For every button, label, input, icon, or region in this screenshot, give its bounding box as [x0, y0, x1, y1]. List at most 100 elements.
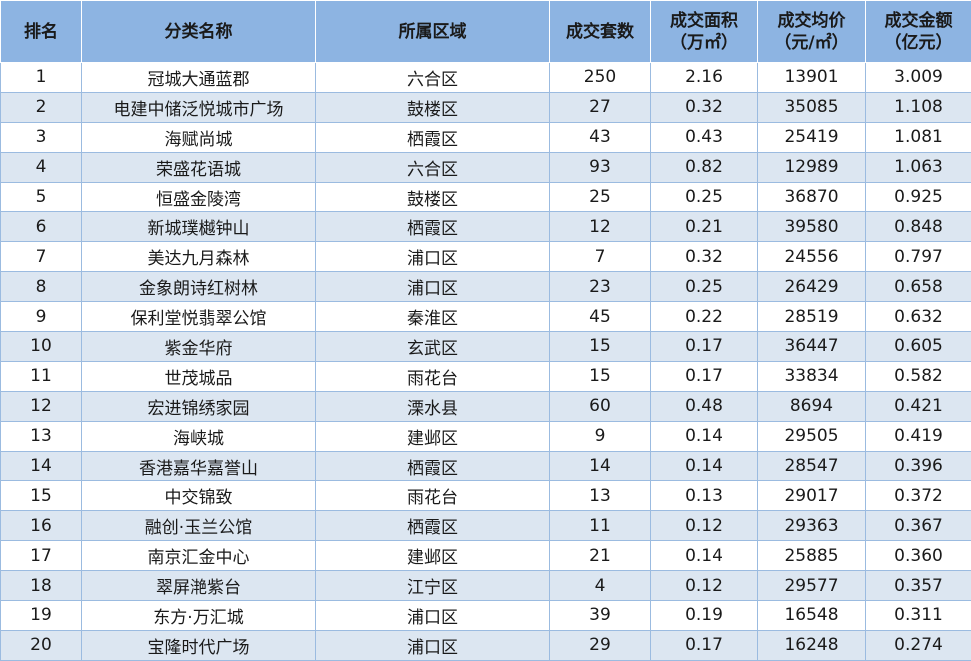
cell-name: 中交锦致: [81, 480, 316, 512]
table-row: 16 融创·玉兰公馆 栖霞区 11 0.12 29363 0.367: [0, 510, 971, 542]
cell-price: 24556: [757, 241, 866, 273]
table-row: 7 美达九月森林 浦口区 7 0.32 24556 0.797: [0, 241, 971, 273]
cell-area: 0.14: [650, 450, 758, 482]
cell-units: 15: [549, 360, 651, 392]
cell-rank: 2: [0, 91, 82, 123]
header-price-unit: （元/㎡）: [774, 32, 849, 53]
cell-price: 25885: [757, 540, 866, 572]
cell-price: 29577: [757, 570, 866, 602]
cell-name: 美达九月森林: [81, 241, 316, 273]
cell-units: 11: [549, 510, 651, 542]
cell-units: 15: [549, 331, 651, 362]
cell-area: 0.12: [650, 510, 758, 542]
cell-units: 9: [549, 420, 651, 452]
cell-amount: 0.396: [865, 450, 971, 482]
cell-name: 香港嘉华嘉誉山: [81, 450, 316, 482]
cell-district: 鼓楼区: [315, 91, 550, 123]
cell-units: 23: [549, 271, 651, 303]
cell-name: 世茂城品: [81, 360, 316, 392]
cell-district: 栖霞区: [315, 510, 550, 542]
header-amount-unit: （亿元）: [884, 32, 953, 53]
table-row: 11 世茂城品 雨花台 15 0.17 33834 0.582: [0, 360, 971, 392]
table-row: 20 宝隆时代广场 浦口区 29 0.17 16248 0.274: [0, 629, 971, 661]
header-amount-title: 成交金额: [884, 10, 953, 31]
cell-district: 栖霞区: [315, 211, 550, 243]
cell-district: 江宁区: [315, 570, 550, 602]
header-area-title: 成交面积: [670, 10, 738, 31]
cell-price: 16548: [757, 600, 866, 631]
cell-rank: 12: [0, 390, 82, 422]
cell-rank: 14: [0, 450, 82, 482]
cell-area: 0.43: [650, 121, 758, 153]
cell-units: 4: [549, 570, 651, 602]
cell-price: 8694: [757, 390, 866, 422]
cell-price: 29017: [757, 480, 866, 512]
cell-name: 紫金华府: [81, 331, 316, 362]
cell-area: 0.14: [650, 540, 758, 572]
cell-price: 29363: [757, 510, 866, 542]
cell-units: 14: [549, 450, 651, 482]
cell-price: 13901: [757, 62, 866, 93]
cell-rank: 3: [0, 121, 82, 153]
cell-amount: 0.632: [865, 301, 971, 333]
cell-name: 翠屏滟紫台: [81, 570, 316, 602]
cell-price: 36447: [757, 331, 866, 362]
cell-units: 7: [549, 241, 651, 273]
cell-district: 建邺区: [315, 420, 550, 452]
cell-amount: 0.925: [865, 181, 971, 213]
cell-amount: 0.357: [865, 570, 971, 602]
table-row: 8 金象朗诗红树林 浦口区 23 0.25 26429 0.658: [0, 271, 971, 303]
cell-district: 六合区: [315, 62, 550, 93]
cell-name: 保利堂悦翡翠公馆: [81, 301, 316, 333]
cell-price: 33834: [757, 360, 866, 392]
cell-amount: 0.848: [865, 211, 971, 243]
cell-name: 海赋尚城: [81, 121, 316, 153]
cell-area: 0.82: [650, 151, 758, 183]
cell-rank: 1: [0, 62, 82, 93]
cell-amount: 0.419: [865, 420, 971, 452]
cell-units: 93: [549, 151, 651, 183]
header-rank: 排名: [0, 0, 82, 63]
cell-name: 东方·万汇城: [81, 600, 316, 631]
cell-price: 28519: [757, 301, 866, 333]
cell-amount: 0.658: [865, 271, 971, 303]
cell-name: 南京汇金中心: [81, 540, 316, 572]
cell-units: 250: [549, 62, 651, 93]
cell-price: 35085: [757, 91, 866, 123]
cell-amount: 0.367: [865, 510, 971, 542]
table-row: 15 中交锦致 雨花台 13 0.13 29017 0.372: [0, 480, 971, 512]
cell-units: 27: [549, 91, 651, 123]
cell-units: 60: [549, 390, 651, 422]
cell-price: 26429: [757, 271, 866, 303]
table-row: 9 保利堂悦翡翠公馆 秦淮区 45 0.22 28519 0.632: [0, 301, 971, 333]
cell-name: 冠城大通蓝郡: [81, 62, 316, 93]
cell-area: 0.32: [650, 241, 758, 273]
cell-rank: 15: [0, 480, 82, 512]
table-row: 10 紫金华府 玄武区 15 0.17 36447 0.605: [0, 331, 971, 362]
cell-units: 29: [549, 629, 651, 661]
cell-amount: 1.081: [865, 121, 971, 153]
cell-area: 0.12: [650, 570, 758, 602]
cell-area: 0.25: [650, 181, 758, 213]
cell-rank: 7: [0, 241, 82, 273]
cell-name: 宝隆时代广场: [81, 629, 316, 661]
cell-district: 浦口区: [315, 271, 550, 303]
cell-area: 0.48: [650, 390, 758, 422]
header-price: 成交均价 （元/㎡）: [757, 0, 866, 63]
cell-district: 浦口区: [315, 241, 550, 273]
cell-name: 宏进锦绣家园: [81, 390, 316, 422]
cell-name: 荣盛花语城: [81, 151, 316, 183]
header-district: 所属区域: [315, 0, 550, 63]
cell-rank: 19: [0, 600, 82, 631]
cell-district: 六合区: [315, 151, 550, 183]
cell-amount: 1.108: [865, 91, 971, 123]
cell-area: 0.21: [650, 211, 758, 243]
table-row: 14 香港嘉华嘉誉山 栖霞区 14 0.14 28547 0.396: [0, 450, 971, 482]
cell-units: 13: [549, 480, 651, 512]
cell-area: 0.17: [650, 629, 758, 661]
table-row: 1 冠城大通蓝郡 六合区 250 2.16 13901 3.009: [0, 62, 971, 93]
cell-units: 43: [549, 121, 651, 153]
cell-name: 恒盛金陵湾: [81, 181, 316, 213]
cell-rank: 11: [0, 360, 82, 392]
cell-district: 建邺区: [315, 540, 550, 572]
